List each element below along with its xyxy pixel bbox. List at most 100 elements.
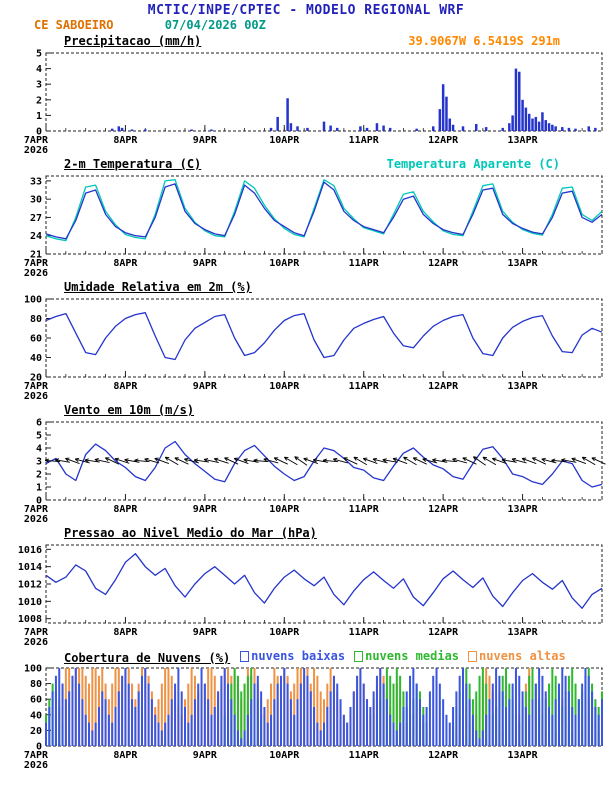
bar-nuvens-baixas	[336, 683, 339, 746]
legend-item-mid-clouds: nuvens medias	[354, 649, 459, 663]
bar-nuvens-altas	[157, 699, 160, 746]
x-tick-label: 13APR	[508, 258, 539, 269]
bar-precipitacao	[415, 128, 418, 131]
bar-nuvens-baixas	[329, 691, 332, 746]
bar-precipitacao	[130, 129, 134, 132]
bar-nuvens-medias	[478, 675, 481, 746]
bar-nuvens-baixas	[395, 730, 398, 746]
x-tick-label: 11APR	[349, 381, 380, 392]
bar-precipitacao	[474, 123, 478, 131]
mid-clouds-swatch-icon	[354, 650, 364, 662]
bar-nuvens-baixas	[174, 683, 177, 746]
bar-nuvens-baixas	[97, 707, 100, 746]
x-tick-label: 7APR	[24, 504, 49, 515]
y-tick-label: 0	[36, 742, 42, 753]
bar-nuvens-baixas	[385, 699, 388, 746]
bar-nuvens-baixas	[134, 707, 137, 746]
y-tick-label: 80	[30, 679, 42, 690]
x-tick-label: 13APR	[508, 504, 539, 515]
bar-nuvens-medias	[243, 683, 246, 746]
bar-nuvens-baixas	[71, 675, 74, 746]
station-label: CE SABOEIRO	[34, 18, 114, 32]
panel-precipitation: Precipitacao (mm/h) 39.9067W 6.5419S 291…	[0, 34, 612, 157]
bar-nuvens-baixas	[147, 683, 150, 746]
panel-pressure: Pressao ao Nivel Medio do Mar (hPa) 7APR…	[0, 526, 612, 649]
x-tick-label: 11APR	[349, 750, 380, 761]
bar-nuvens-baixas	[167, 714, 170, 746]
x-tick-label: 10APR	[269, 627, 300, 638]
bar-nuvens-baixas	[316, 722, 319, 746]
y-tick-label: 6	[36, 418, 42, 429]
wind-barb-icon	[343, 457, 358, 465]
y-tick-label: 20	[30, 726, 42, 737]
bar-nuvens-baixas	[177, 668, 180, 746]
x-tick-label: 10APR	[269, 750, 300, 761]
bar-nuvens-altas	[94, 668, 97, 746]
bar-precipitacao	[144, 129, 147, 132]
bar-nuvens-baixas	[323, 722, 325, 746]
y-tick-label: 21	[30, 250, 42, 261]
wind-barb-icon	[382, 459, 398, 463]
x-tick-label: 8APR	[113, 381, 138, 392]
y-tick-label: 1014	[18, 562, 42, 573]
bar-nuvens-medias	[389, 675, 392, 746]
bar-nuvens-baixas	[68, 691, 71, 746]
y-tick-label: 1012	[18, 580, 42, 591]
bar-nuvens-baixas	[127, 683, 130, 746]
bar-nuvens-altas	[84, 675, 87, 746]
x-tick-label: 9APR	[193, 627, 218, 638]
y-tick-label: 1016	[18, 545, 42, 556]
bar-nuvens-baixas	[74, 668, 77, 746]
bar-nuvens-baixas	[326, 707, 329, 746]
bar-nuvens-baixas	[389, 714, 392, 746]
bar-nuvens-baixas	[438, 683, 441, 746]
wind-barb-icon	[214, 458, 229, 464]
x-tick-label: 12APR	[428, 258, 459, 269]
series-pressao-nmm	[45, 553, 603, 609]
x-year-label: 2026	[24, 391, 48, 402]
bar-nuvens-baixas	[554, 699, 557, 746]
wind-barb-icon	[582, 456, 596, 466]
wind-barb-icon	[412, 457, 427, 465]
bar-nuvens-baixas	[303, 668, 306, 746]
legend-item-low-clouds: nuvens baixas	[240, 649, 345, 663]
bar-precipitacao	[382, 125, 385, 132]
bar-nuvens-baixas	[140, 675, 143, 746]
clouds-title: Cobertura de Nuvens (%)	[64, 650, 231, 665]
legend-item-high-clouds: nuvens altas	[468, 649, 566, 663]
bar-nuvens-baixas	[524, 707, 527, 746]
bar-precipitacao	[554, 126, 557, 132]
bar-precipitacao	[524, 107, 528, 131]
bar-precipitacao	[531, 118, 534, 132]
bar-nuvens-baixas	[243, 730, 246, 746]
x-tick-label: 10APR	[269, 135, 300, 146]
bar-nuvens-baixas	[465, 683, 468, 746]
bar-nuvens-baixas	[203, 683, 206, 746]
x-tick-label: 8APR	[113, 750, 138, 761]
bar-nuvens-baixas	[538, 668, 541, 746]
bar-precipitacao	[511, 115, 514, 131]
y-tick-label: 80	[30, 314, 42, 325]
bar-nuvens-baixas	[577, 699, 580, 746]
bar-nuvens-medias	[528, 675, 531, 746]
clouds-legend: nuvens baixas nuvens medias nuvens altas	[240, 649, 566, 663]
bar-nuvens-baixas	[233, 714, 236, 746]
bar-nuvens-baixas	[154, 714, 157, 746]
bar-nuvens-altas	[266, 699, 269, 746]
bar-nuvens-baixas	[362, 683, 365, 746]
wind-barb-icon	[353, 456, 368, 466]
bar-nuvens-baixas	[230, 699, 233, 746]
bar-nuvens-baixas	[306, 675, 309, 746]
apparent-temperature-label: Temperatura Aparente (C)	[386, 157, 560, 171]
bar-nuvens-baixas	[184, 707, 186, 746]
y-tick-label: 30	[30, 195, 42, 206]
bar-precipitacao	[322, 121, 326, 132]
bar-nuvens-altas	[88, 683, 91, 746]
series-temperatura-aparente	[45, 179, 603, 242]
wind-barb-icon	[462, 457, 477, 465]
bar-nuvens-baixas	[571, 707, 574, 746]
